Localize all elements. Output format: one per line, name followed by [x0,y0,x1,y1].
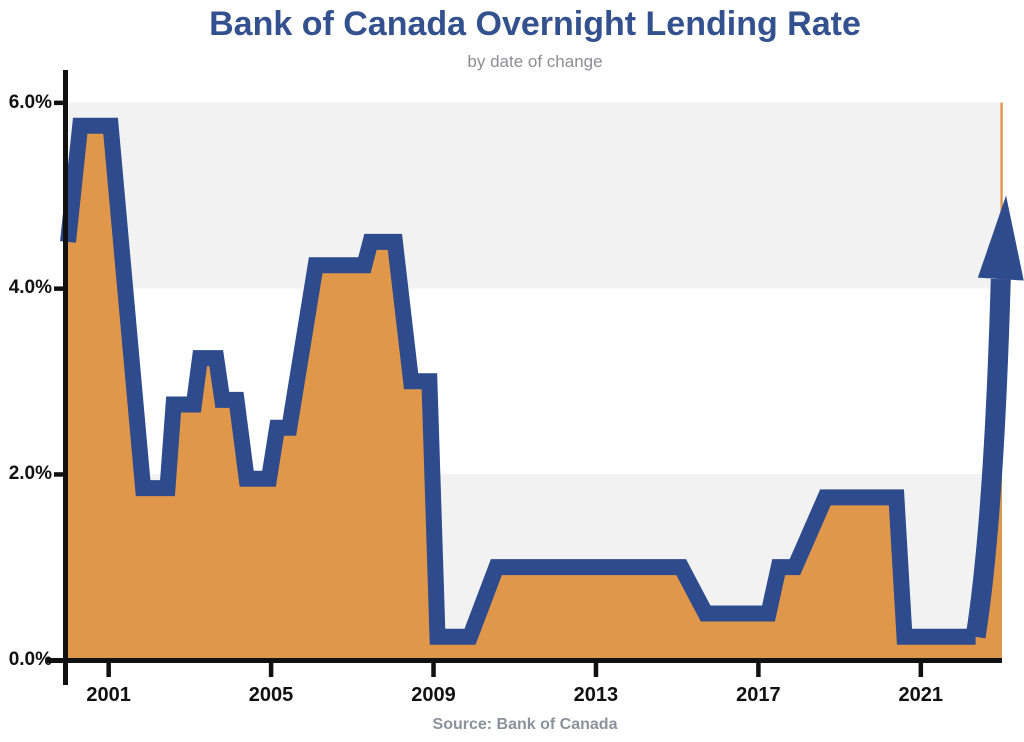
x-tick-label: 2001 [86,684,131,706]
x-tick [756,660,761,677]
source-note: Source: Bank of Canada [432,716,618,733]
x-tick [431,660,436,677]
x-tick-label: 2017 [736,684,781,706]
y-tick [54,286,68,291]
x-tick [918,660,924,677]
y-tick-label: 0.0% [8,649,52,670]
y-tick-label: 2.0% [8,463,52,485]
x-axis [47,658,1002,663]
y-tick-label: 6.0% [8,91,52,113]
y-tick [54,100,68,106]
x-tick [268,660,274,677]
rate-line [60,117,976,645]
rate-area-fill [68,125,1002,661]
x-tick [593,660,599,677]
page-subtitle: by date of change [467,52,603,71]
grid-band [68,102,1002,289]
trend-arrow-head [977,195,1024,281]
page-title: Bank of Canada Overnight Lending Rate [209,5,861,43]
y-tick-label: 4.0% [8,277,52,299]
x-tick-label: 2009 [411,684,456,706]
y-axis [63,70,68,685]
x-tick-label: 2021 [898,684,944,706]
x-tick-label: 2005 [248,684,294,706]
x-tick [106,660,111,677]
x-tick-label: 2013 [573,684,619,706]
trend-arrow-shaft [965,278,1011,639]
y-tick [54,472,68,477]
